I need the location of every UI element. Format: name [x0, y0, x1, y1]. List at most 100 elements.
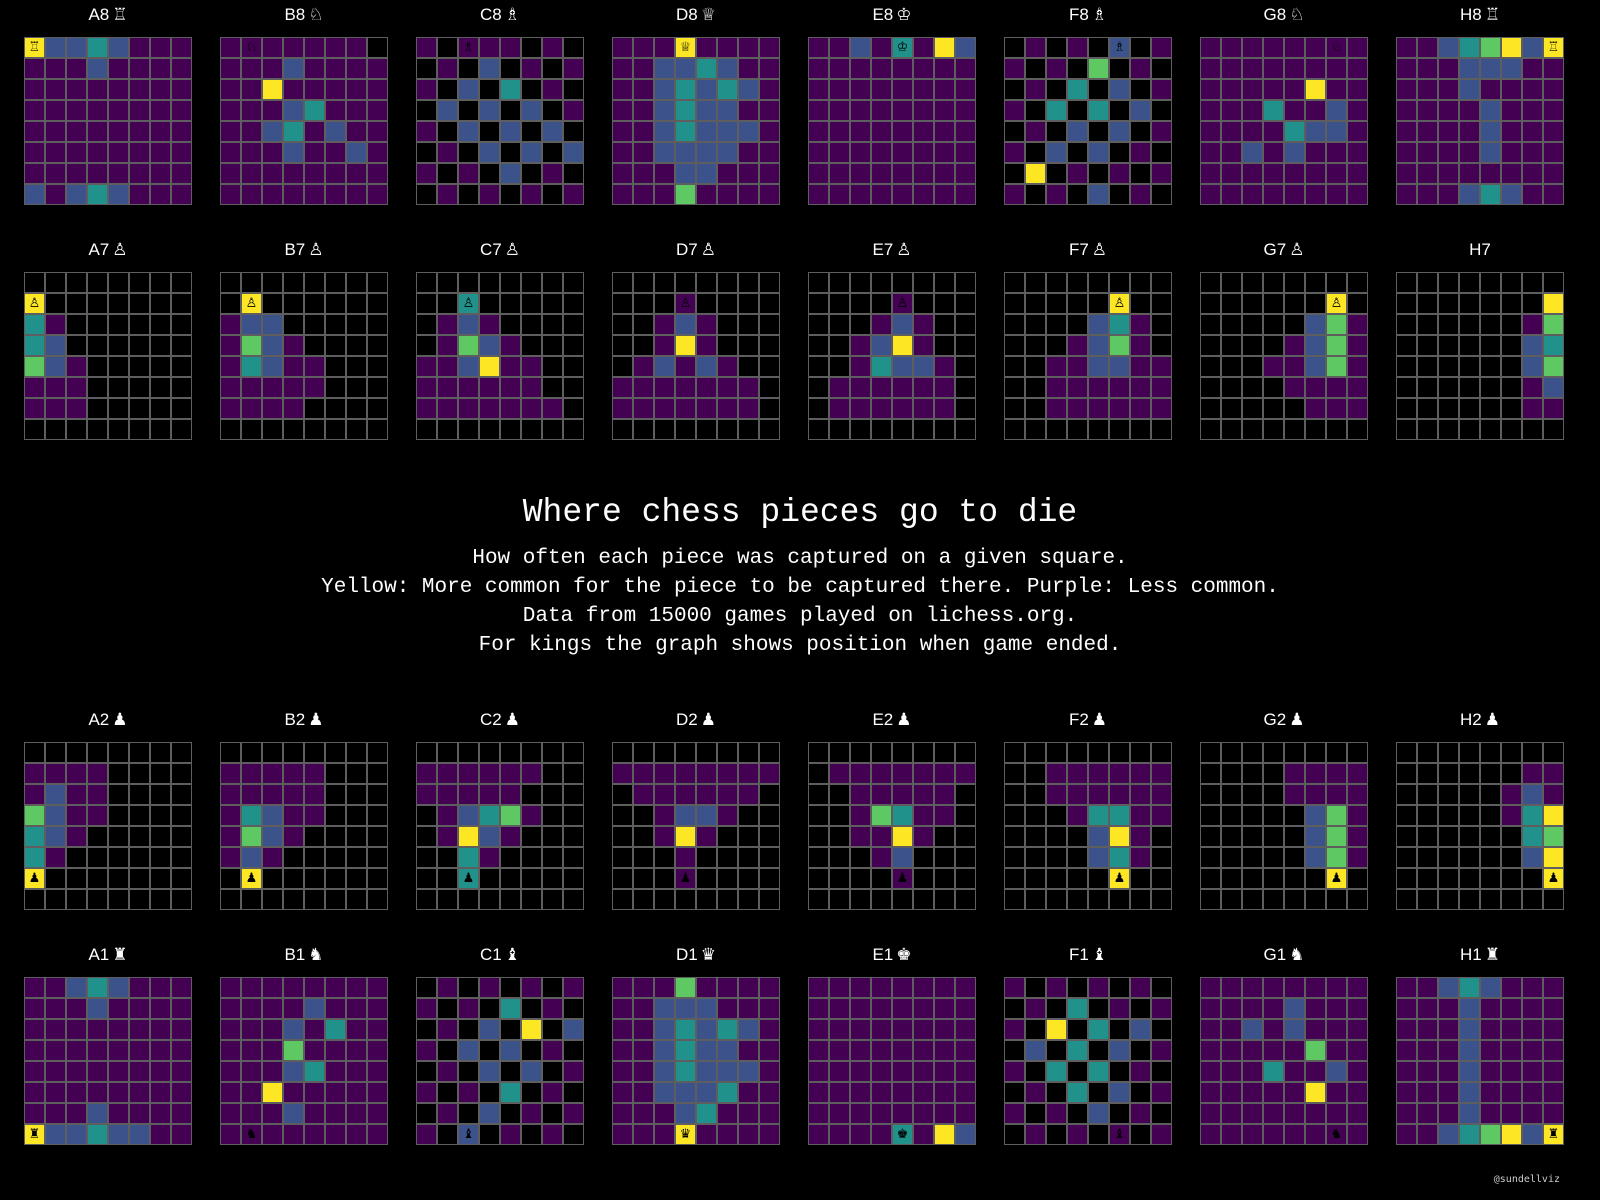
heat-cell — [129, 314, 150, 335]
heat-cell — [1263, 142, 1284, 163]
heat-cell — [283, 293, 304, 314]
square-name: D2 — [676, 710, 698, 729]
heat-cell — [1543, 1019, 1564, 1040]
heat-cell — [1417, 100, 1438, 121]
heat-cell — [325, 1061, 346, 1082]
heat-cell — [479, 335, 500, 356]
heat-cell — [1543, 272, 1564, 293]
heat-cell — [346, 58, 367, 79]
heat-cell — [1284, 142, 1305, 163]
heat-cell — [325, 419, 346, 440]
heat-cell — [1067, 1061, 1088, 1082]
heat-cell — [850, 1103, 871, 1124]
heat-cell — [717, 805, 738, 826]
heat-cell — [500, 37, 521, 58]
heat-cell — [654, 398, 675, 419]
heat-cell — [1130, 293, 1151, 314]
heat-cell — [934, 1124, 955, 1145]
heat-cell — [808, 58, 829, 79]
heat-cell — [738, 1040, 759, 1061]
heat-cell — [633, 293, 654, 314]
heat-cell — [913, 293, 934, 314]
heat-cell — [1151, 1103, 1172, 1124]
heat-cell — [1459, 1103, 1480, 1124]
heat-cell — [1501, 742, 1522, 763]
heat-cell — [633, 163, 654, 184]
heat-cell — [654, 314, 675, 335]
heat-cell — [871, 398, 892, 419]
heat-cell — [1284, 121, 1305, 142]
piece-icon: ♘ — [308, 5, 324, 25]
heat-cell — [325, 58, 346, 79]
heat-cell — [1438, 100, 1459, 121]
heat-cell — [1459, 100, 1480, 121]
heat-cell — [304, 998, 325, 1019]
heat-cell — [808, 998, 829, 1019]
square-name: A2 — [88, 710, 110, 729]
heat-cell — [346, 826, 367, 847]
heat-cell — [1242, 79, 1263, 100]
heat-cell — [304, 163, 325, 184]
heat-cell — [1480, 1061, 1501, 1082]
heat-cell — [1438, 998, 1459, 1019]
heat-cell — [24, 889, 45, 910]
heat-cell — [1263, 335, 1284, 356]
heat-cell — [1459, 142, 1480, 163]
heat-cell — [1522, 889, 1543, 910]
heat-cell — [1305, 998, 1326, 1019]
heat-cell — [108, 398, 129, 419]
heat-cell: ♞ — [1326, 1124, 1347, 1145]
heat-cell — [437, 784, 458, 805]
heat-cell — [1130, 100, 1151, 121]
heat-cell — [542, 58, 563, 79]
heat-cell — [262, 847, 283, 868]
heat-cell — [1242, 977, 1263, 998]
heat-cell — [1004, 314, 1025, 335]
heat-cell — [563, 1103, 584, 1124]
heatmap-board: ♘ — [220, 37, 388, 205]
heat-cell — [171, 868, 192, 889]
heat-cell — [416, 1040, 437, 1061]
heat-cell — [1200, 142, 1221, 163]
heat-cell — [1151, 100, 1172, 121]
heat-cell — [654, 58, 675, 79]
heat-cell — [45, 314, 66, 335]
heat-cell — [87, 1019, 108, 1040]
heat-cell — [262, 58, 283, 79]
heat-cell — [1396, 377, 1417, 398]
heat-cell — [1543, 377, 1564, 398]
heat-cell — [934, 977, 955, 998]
heat-cell — [612, 826, 633, 847]
heat-cell — [808, 419, 829, 440]
heat-cell — [66, 142, 87, 163]
heat-cell — [850, 121, 871, 142]
heat-cell — [24, 58, 45, 79]
heat-cell — [633, 889, 654, 910]
heat-cell — [1438, 272, 1459, 293]
heat-cell — [87, 37, 108, 58]
heat-cell — [479, 1082, 500, 1103]
heat-cell — [1326, 163, 1347, 184]
heat-cell — [1004, 763, 1025, 784]
heat-cell — [892, 1040, 913, 1061]
heat-cell — [241, 763, 262, 784]
heat-cell — [367, 58, 388, 79]
heat-cell — [150, 1061, 171, 1082]
heat-cell — [220, 335, 241, 356]
heat-cell — [563, 272, 584, 293]
heat-cell — [1305, 335, 1326, 356]
heat-cell — [934, 335, 955, 356]
heat-cell — [24, 398, 45, 419]
heat-cell — [871, 184, 892, 205]
heat-cell — [1151, 998, 1172, 1019]
heat-cell — [1417, 977, 1438, 998]
heat-cell — [1438, 889, 1459, 910]
heat-cell — [1438, 1061, 1459, 1082]
heat-cell — [1480, 377, 1501, 398]
heat-cell — [633, 356, 654, 377]
heat-cell — [675, 889, 696, 910]
heat-cell: ♙ — [241, 293, 262, 314]
heat-cell: ♘ — [241, 37, 262, 58]
heat-cell — [1305, 356, 1326, 377]
heat-cell — [1396, 742, 1417, 763]
